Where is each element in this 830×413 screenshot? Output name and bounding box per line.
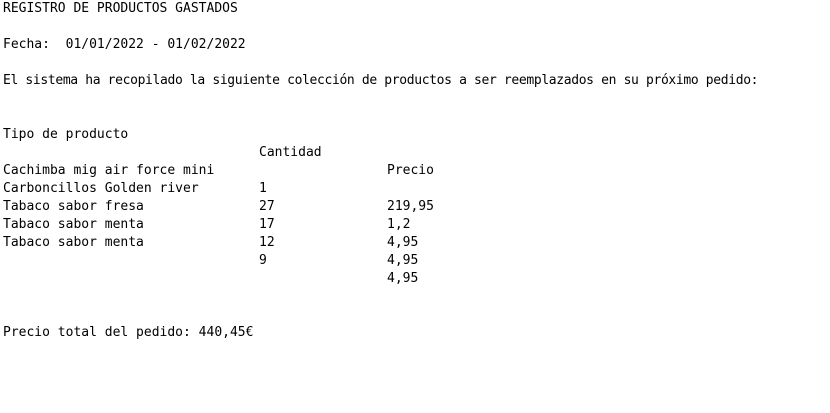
blank-line <box>3 288 827 306</box>
row-price: 4,95 <box>387 235 419 250</box>
row-quantity: 27 <box>259 199 275 214</box>
header-quantity: Cantidad <box>259 145 322 160</box>
blank-line <box>3 54 827 72</box>
blank-line <box>3 18 827 36</box>
row-product: Cachimba mig air force mini <box>3 163 215 178</box>
row-product: Tabaco sabor fresa <box>3 199 144 214</box>
total-price: Precio total del pedido: 440,45€ <box>3 325 254 340</box>
table-row: Tabaco sabor menta 9 4,95 <box>3 216 827 286</box>
row-quantity: 9 <box>259 253 267 268</box>
row-product: Tabaco sabor menta <box>3 217 144 232</box>
date-range: Fecha: 01/01/2022 - 01/02/2022 <box>3 37 246 52</box>
table-row: Carboncillos Golden river 27 1,2 <box>3 162 827 232</box>
blank-line <box>3 90 827 108</box>
row-price: 4,95 <box>387 253 419 268</box>
row-product: Carboncillos Golden river <box>3 181 199 196</box>
table-row: Cachimba mig air force mini 1 219,95 <box>3 144 827 214</box>
document: REGISTRO DE PRODUCTOS GASTADOS Fecha: 01… <box>3 0 827 342</box>
row-price: 1,2 <box>387 217 411 232</box>
row-quantity: 12 <box>259 235 275 250</box>
table-header: Tipo de producto Cantidad Precio <box>3 108 827 178</box>
document-title: REGISTRO DE PRODUCTOS GASTADOS <box>3 1 238 16</box>
row-quantity: 1 <box>259 181 267 196</box>
row-price: 4,95 <box>387 271 419 286</box>
table-row: Tabaco sabor menta 12 4,95 <box>3 198 827 268</box>
row-product: Tabaco sabor menta <box>3 235 144 250</box>
header-price: Precio <box>387 163 434 178</box>
intro-text: El sistema ha recopilado la siguiente co… <box>3 73 759 88</box>
blank-line <box>3 306 827 324</box>
row-quantity: 17 <box>259 217 275 232</box>
row-price: 219,95 <box>387 199 434 214</box>
header-product: Tipo de producto <box>3 127 129 142</box>
table-row: Tabaco sabor fresa 17 4,95 <box>3 180 827 250</box>
